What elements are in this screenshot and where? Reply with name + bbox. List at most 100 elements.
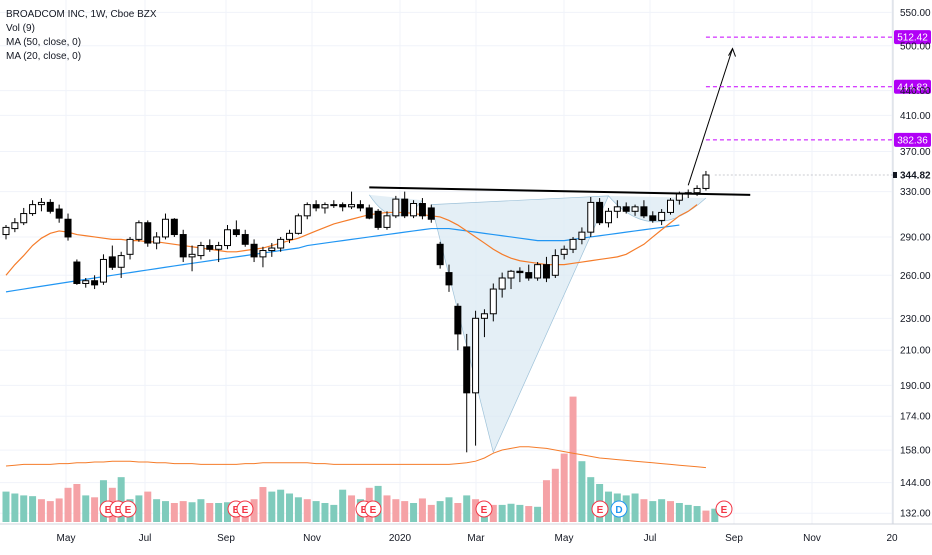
candle-body[interactable] [241,234,249,245]
candle-body[interactable] [560,248,568,255]
candle-body[interactable] [82,280,90,284]
earnings-marker[interactable]: D [610,500,628,518]
candle-body[interactable] [392,198,400,217]
symbol-title[interactable]: BROADCOM INC, 1W, Cboe BZX [6,9,157,20]
candle-body[interactable] [454,305,462,335]
candle-body[interactable] [250,243,258,258]
candle-body[interactable] [126,238,134,255]
earnings-marker[interactable]: E [119,500,137,518]
legend-ma-50[interactable]: MA (50, close, 0) [6,37,82,48]
candle-body[interactable] [108,256,116,268]
candle-body[interactable] [569,238,577,250]
earnings-marker[interactable]: E [236,500,254,518]
candle-body[interactable] [11,222,19,230]
candle-body[interactable] [534,264,542,279]
candle-body[interactable] [99,258,107,283]
candle-body[interactable] [649,215,657,221]
candle-body[interactable] [383,215,391,228]
candle-body[interactable] [445,272,453,286]
candle-body[interactable] [702,174,710,189]
candle-body[interactable] [551,255,559,276]
candle-body[interactable] [418,203,426,217]
candle-body[interactable] [179,234,187,258]
candle-body[interactable] [55,208,63,219]
candle-body[interactable] [259,250,267,258]
candle-body[interactable] [507,270,515,279]
candle-body[interactable] [2,226,10,236]
candle-body[interactable] [144,222,152,244]
candle-body[interactable] [356,204,364,209]
candle-body[interactable] [117,255,125,268]
candle-body[interactable] [640,206,648,217]
candle-body[interactable] [374,210,382,228]
candle-body[interactable] [489,288,497,315]
candle-body[interactable] [365,207,373,219]
candle-body[interactable] [516,270,524,274]
candle-body[interactable] [675,193,683,201]
candle-body[interactable] [277,238,285,249]
candle-body[interactable] [64,218,72,238]
candle-body[interactable] [542,264,550,279]
candle-body[interactable] [498,277,506,290]
target-price-badge[interactable] [894,79,931,94]
candlesticks[interactable] [2,170,710,453]
candle-body[interactable] [73,261,81,284]
candle-body[interactable] [161,218,169,238]
candle-body[interactable] [91,280,99,286]
candle-body[interactable] [587,201,595,233]
candle-body[interactable] [631,206,639,212]
earnings-marker[interactable]: E [591,500,609,518]
candle-body[interactable] [339,204,347,208]
candle-body[interactable] [401,198,409,217]
candle-body[interactable] [37,201,45,206]
candle-body[interactable] [578,231,586,240]
candle-body[interactable] [667,199,674,213]
candle-body[interactable] [525,272,533,279]
candle-body[interactable] [436,243,444,266]
candle-body[interactable] [472,317,480,394]
candle-body[interactable] [268,247,276,252]
candle-body[interactable] [330,204,338,207]
candle-body[interactable] [321,204,329,209]
candle-body[interactable] [348,204,356,208]
candle-body[interactable] [427,207,435,220]
candle-body[interactable] [410,203,418,217]
candle-body[interactable] [604,210,612,224]
candle-body[interactable] [480,313,488,319]
candle-body[interactable] [613,206,621,212]
candle-body[interactable] [294,215,302,234]
target-price-badge[interactable] [894,30,931,45]
candle-body[interactable] [153,236,161,244]
candle-body[interactable] [170,218,178,236]
candle-body[interactable] [312,204,320,209]
candle-body[interactable] [20,213,28,224]
candle-body[interactable] [206,245,214,250]
candle-body[interactable] [596,201,604,224]
candle-body[interactable] [135,222,143,240]
candle-body[interactable] [658,211,666,221]
time-axis[interactable]: May Jul Sep Nov 2020 Mar May Jul Sep Nov 20E E E E E E E… [0,500,932,544]
volume-bar [250,499,258,522]
candle-body[interactable] [232,229,240,236]
earnings-marker[interactable]: E [364,500,382,518]
volume-bar [640,499,648,522]
candle-body[interactable] [215,245,223,250]
candle-body[interactable] [622,206,630,212]
candle-body[interactable] [693,187,701,194]
candle-body[interactable] [463,346,471,394]
earnings-marker[interactable]: E [475,500,493,518]
candle-body[interactable] [224,229,231,247]
price-axis[interactable]: 512.42 444.83 382.36 550.00 500.00 440.00 410.… [714,0,931,524]
candle-body[interactable] [303,204,311,217]
candle-body[interactable] [286,232,294,240]
legend-ma-20[interactable]: MA (20, close, 0) [6,51,82,62]
candle-body[interactable] [188,253,196,258]
target-price-badge[interactable] [894,132,931,147]
earnings-marker[interactable]: E [715,500,733,518]
legend-vol[interactable]: Vol (9) [6,23,35,34]
candle-body[interactable] [46,201,54,212]
candle-body[interactable] [29,204,37,215]
candle-body[interactable] [197,245,205,257]
